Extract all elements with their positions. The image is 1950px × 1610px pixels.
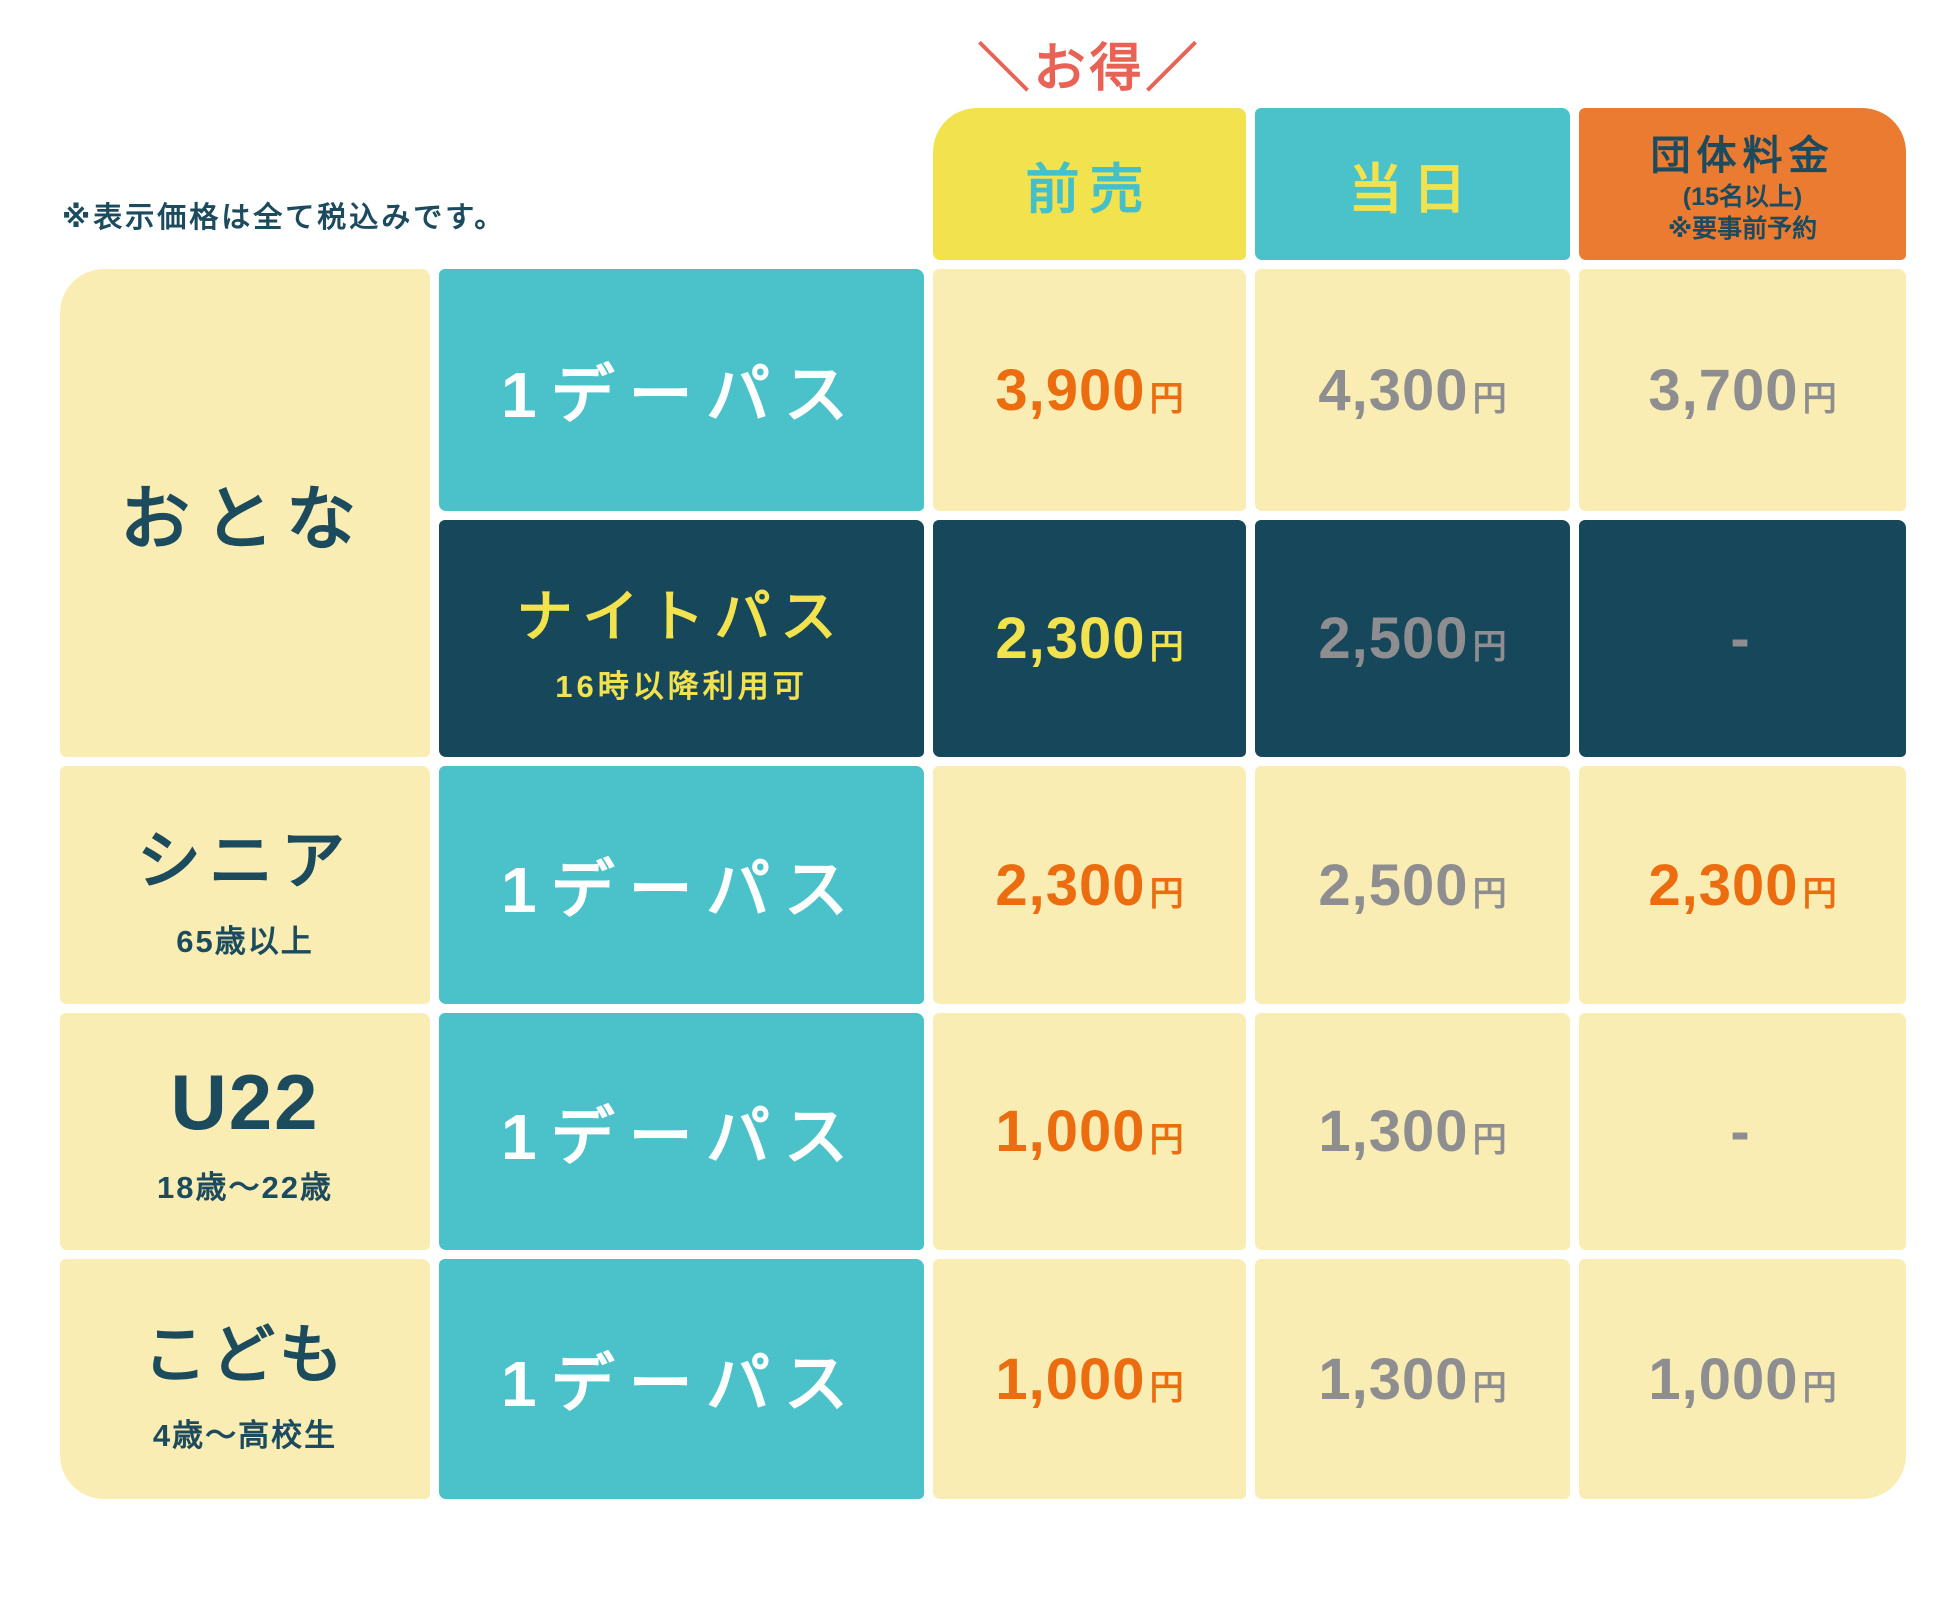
price-unit: 円 [1149, 874, 1184, 913]
price-unit: 円 [1472, 379, 1507, 418]
pass-otona-night-sub: 16時以降利用可 [555, 668, 808, 704]
price-value: 3,900 [995, 357, 1146, 423]
price-unit: 円 [1149, 628, 1184, 666]
price-value: 2,300 [995, 606, 1146, 671]
header-group-min: (15名以上) [1682, 182, 1803, 211]
price-otona-night-group: - [1579, 520, 1906, 757]
category-senior-label: シニア [137, 824, 353, 897]
price-value: 1,000 [1648, 1346, 1799, 1412]
price-kodomo-advance: 1,000 円 [933, 1259, 1246, 1499]
category-u22-label: U22 [170, 1057, 320, 1146]
price-kodomo-sameday: 1,300 円 [1255, 1259, 1570, 1499]
price-unit: 円 [1472, 628, 1507, 666]
pass-u22-day-label: 1デーパス [501, 1100, 862, 1173]
price-unit: 円 [1149, 1121, 1184, 1159]
price-otona-day-group: 3,700 円 [1579, 269, 1906, 511]
price-value: 2,500 [1318, 852, 1469, 918]
price-senior-advance: 2,300 円 [933, 766, 1246, 1004]
price-unit: 円 [1802, 874, 1837, 913]
category-senior: シニア 65歳以上 [60, 766, 430, 1004]
category-u22-sub: 18歳〜22歳 [157, 1169, 333, 1205]
price-kodomo-group: 1,000 円 [1579, 1259, 1906, 1499]
category-otona-label: おとな [120, 479, 370, 558]
tax-note: ※表示価格は全て税込みです。 [62, 202, 507, 234]
price-value: 1,000 [995, 1099, 1146, 1164]
price-unit: 円 [1149, 379, 1184, 418]
price-unit: 円 [1472, 1368, 1507, 1407]
header-group: 団体料金 (15名以上) ※要事前予約 [1579, 108, 1906, 260]
pass-u22-day: 1デーパス [439, 1013, 924, 1250]
header-same-day: 当日 [1255, 108, 1570, 260]
price-value: 1,300 [1318, 1346, 1469, 1412]
pass-senior-day: 1デーパス [439, 766, 924, 1004]
price-unit: 円 [1802, 379, 1837, 418]
price-unit: 円 [1149, 1368, 1184, 1407]
pass-kodomo-day-label: 1デーパス [501, 1348, 862, 1420]
header-group-reserve: ※要事前予約 [1667, 215, 1818, 243]
price-value: 3,700 [1648, 357, 1799, 423]
price-u22-group: - [1579, 1013, 1906, 1250]
price-unit: 円 [1472, 1121, 1507, 1159]
category-u22: U22 18歳〜22歳 [60, 1013, 430, 1250]
pass-senior-day-label: 1デーパス [501, 854, 862, 926]
price-senior-sameday: 2,500 円 [1255, 766, 1570, 1004]
price-value: 4,300 [1318, 357, 1469, 423]
pass-otona-night-label: ナイトパス [516, 584, 847, 648]
price-value: 2,300 [995, 852, 1146, 918]
price-otona-day-sameday: 4,300 円 [1255, 269, 1570, 511]
category-kodomo-label: こども [143, 1318, 347, 1391]
price-u22-advance: 1,000 円 [933, 1013, 1246, 1250]
category-kodomo: こども 4歳〜高校生 [60, 1259, 430, 1499]
price-value: - [1730, 606, 1751, 671]
otoku-badge: ＼お得／ [977, 40, 1202, 98]
price-table: 前売 当日 団体料金 (15名以上) ※要事前予約 おとな 1デーパス 3,90… [60, 108, 1906, 1499]
price-otona-night-advance: 2,300 円 [933, 520, 1246, 757]
pass-otona-night: ナイトパス 16時以降利用可 [439, 520, 924, 757]
category-kodomo-sub: 4歳〜高校生 [152, 1417, 338, 1453]
price-u22-sameday: 1,300 円 [1255, 1013, 1570, 1250]
category-senior-sub: 65歳以上 [176, 923, 314, 959]
price-value: 1,300 [1318, 1099, 1469, 1164]
price-unit: 円 [1802, 1368, 1837, 1407]
price-value: 1,000 [995, 1346, 1146, 1412]
price-otona-day-advance: 3,900 円 [933, 269, 1246, 511]
price-unit: 円 [1472, 874, 1507, 913]
pass-otona-day-label: 1デーパス [501, 359, 862, 431]
pass-kodomo-day: 1デーパス [439, 1259, 924, 1499]
price-senior-group: 2,300 円 [1579, 766, 1906, 1004]
price-value: 2,300 [1648, 852, 1799, 918]
price-value: - [1730, 1099, 1751, 1164]
price-otona-night-sameday: 2,500 円 [1255, 520, 1570, 757]
price-value: 2,500 [1318, 606, 1469, 671]
header-advance: 前売 [933, 108, 1246, 260]
category-otona: おとな [60, 269, 430, 757]
header-group-title: 団体料金 [1650, 133, 1835, 178]
pass-otona-day: 1デーパス [439, 269, 924, 511]
